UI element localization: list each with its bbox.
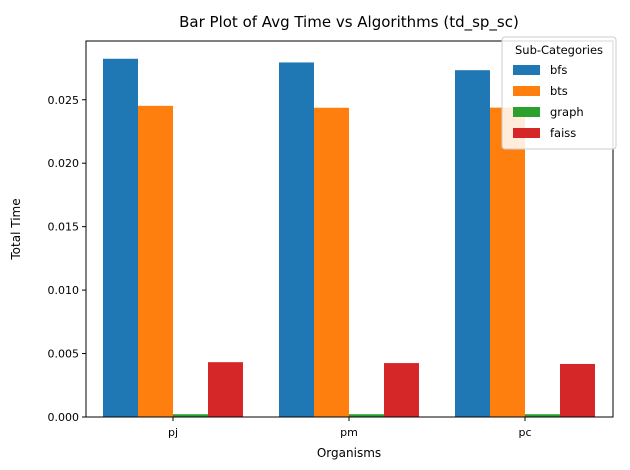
legend-swatch-bfs: [513, 65, 540, 75]
bar-bts-pc: [490, 107, 525, 417]
bar-faiss-pm: [384, 363, 419, 417]
y-tick-label: 0.025: [48, 94, 80, 107]
y-tick-label: 0.010: [48, 284, 80, 297]
bar-bts-pm: [314, 107, 349, 417]
legend-label-bfs: bfs: [550, 63, 567, 77]
legend-title: Sub-Categories: [515, 43, 603, 57]
x-tick-label: pc: [518, 426, 531, 439]
bar-faiss-pj: [208, 362, 243, 417]
x-tick-label: pm: [340, 426, 358, 439]
bar-bfs-pj: [103, 58, 138, 417]
legend-swatch-graph: [513, 107, 540, 117]
x-axis: pj pm pc: [168, 417, 532, 439]
legend-label-graph: graph: [550, 105, 584, 119]
bars-group: [103, 58, 595, 417]
legend: Sub-Categories bfs bts graph faiss: [501, 36, 617, 150]
bar-faiss-pc: [560, 363, 595, 417]
bar-bts-pj: [138, 105, 173, 417]
x-tick-label: pj: [168, 426, 178, 439]
y-tick-label: 0.000: [48, 411, 80, 424]
legend-label-bts: bts: [550, 84, 568, 98]
legend-swatch-faiss: [513, 128, 540, 138]
chart-title: Bar Plot of Avg Time vs Algorithms (td_s…: [179, 13, 519, 32]
legend-items: bfs bts graph faiss: [513, 63, 584, 140]
x-axis-label: Organisms: [317, 446, 381, 460]
y-tick-label: 0.005: [48, 348, 80, 361]
bar-bfs-pm: [279, 62, 314, 417]
bar-graph-pc: [525, 414, 560, 417]
bar-bfs-pc: [455, 70, 490, 417]
bar-graph-pm: [349, 414, 384, 417]
legend-label-faiss: faiss: [550, 126, 576, 140]
y-axis: 0.000 0.005 0.010 0.015 0.020 0.025: [48, 94, 86, 424]
y-axis-label: Total Time: [9, 198, 23, 260]
bar-graph-pj: [173, 414, 208, 417]
y-tick-label: 0.015: [48, 221, 80, 234]
y-tick-label: 0.020: [48, 157, 80, 170]
legend-swatch-bts: [513, 86, 540, 96]
